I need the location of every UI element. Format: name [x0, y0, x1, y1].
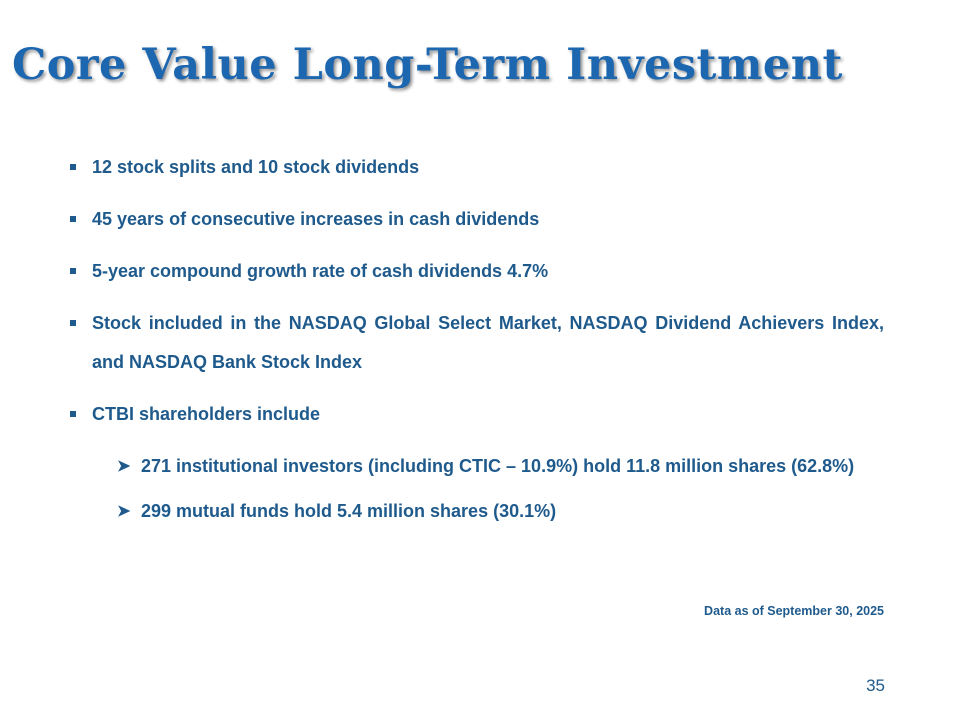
- data-date-footnote: Data as of September 30, 2025: [704, 604, 884, 618]
- square-bullet-icon: [70, 268, 76, 274]
- bullet-item: CTBI shareholders include: [68, 395, 884, 434]
- sub-bullet-item: ➤ 271 institutional investors (including…: [117, 447, 884, 486]
- sub-bullet-item: ➤ 299 mutual funds hold 5.4 million shar…: [117, 492, 884, 531]
- bullet-text: 45 years of consecutive increases in cas…: [92, 209, 540, 229]
- square-bullet-icon: [70, 411, 76, 417]
- bullet-item: Stock included in the NASDAQ Global Sele…: [68, 304, 884, 382]
- bullet-text: Stock included in the NASDAQ Global Sele…: [92, 313, 884, 372]
- arrowhead-bullet-icon: ➤: [117, 458, 131, 475]
- bullet-list: 12 stock splits and 10 stock dividends 4…: [68, 148, 884, 537]
- bullet-text: CTBI shareholders include: [92, 404, 321, 424]
- page-number: 35: [866, 676, 885, 695]
- slide-title: Core Value Long-Term Investment: [12, 40, 843, 90]
- square-bullet-icon: [70, 320, 76, 326]
- bullet-text: 12 stock splits and 10 stock dividends: [92, 157, 420, 177]
- square-bullet-icon: [70, 216, 76, 222]
- bullet-item: 12 stock splits and 10 stock dividends: [68, 148, 884, 187]
- bullet-item: 45 years of consecutive increases in cas…: [68, 200, 884, 239]
- sub-bullet-text: 299 mutual funds hold 5.4 million shares…: [141, 501, 557, 521]
- sub-bullet-text: 271 institutional investors (including C…: [141, 456, 855, 476]
- arrowhead-bullet-icon: ➤: [117, 503, 131, 520]
- square-bullet-icon: [70, 164, 76, 170]
- bullet-text: 5-year compound growth rate of cash divi…: [92, 261, 549, 281]
- bullet-item: 5-year compound growth rate of cash divi…: [68, 252, 884, 291]
